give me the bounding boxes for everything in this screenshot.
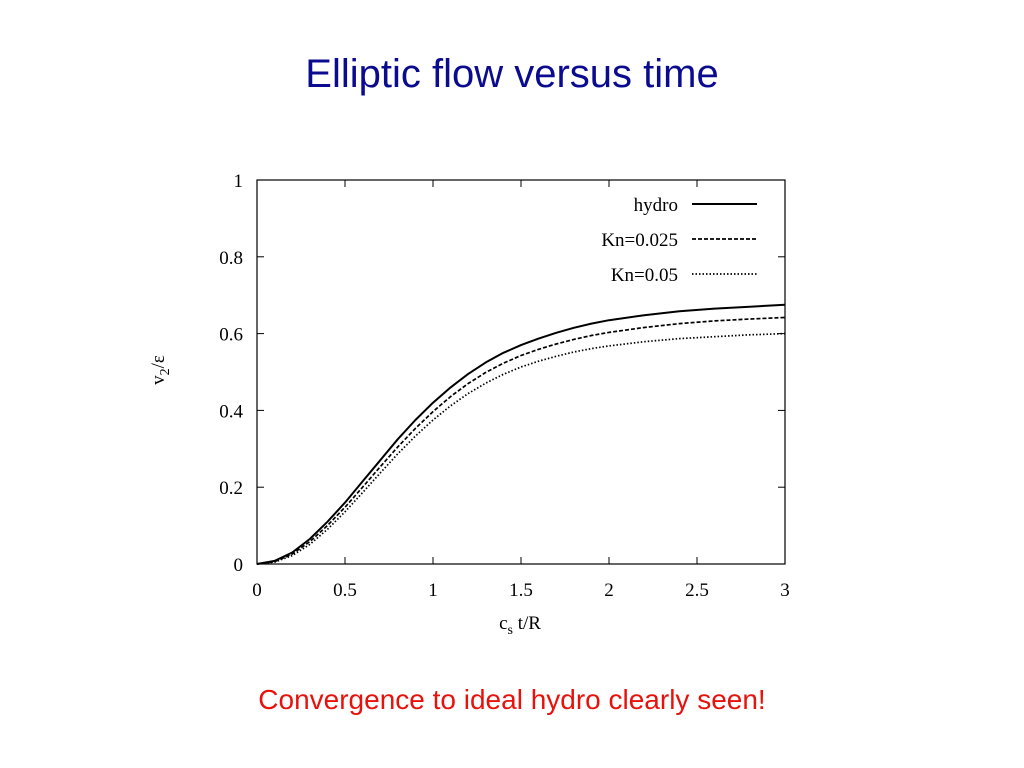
slide-title: Elliptic flow versus time (305, 52, 719, 96)
y-tick-label: 0 (234, 555, 244, 576)
x-axis-label: cs t/R (499, 613, 541, 638)
y-axis-label: v2/ε (148, 355, 173, 385)
x-tick-label: 0 (252, 580, 262, 601)
x-tick-label: 2.5 (685, 580, 709, 601)
x-tick-label: 1.5 (509, 580, 533, 601)
x-tick-label: 2 (604, 580, 614, 601)
series-line-kn-0-05 (256, 332, 786, 565)
series-line-kn-0-025 (256, 316, 786, 565)
y-tick-label: 1 (234, 171, 244, 192)
legend-label: Kn=0.05 (611, 265, 678, 286)
slide-caption: Convergence to ideal hydro clearly seen! (258, 684, 766, 715)
x-tick-label: 1 (428, 580, 438, 601)
plot-frame (256, 179, 786, 565)
legend-label: Kn=0.025 (601, 230, 678, 251)
series-line-hydro (256, 303, 786, 565)
legend-label: hydro (634, 195, 678, 216)
y-tick-label: 0.8 (219, 248, 243, 269)
y-tick-label: 0.6 (219, 325, 243, 346)
x-tick-label: 0.5 (333, 580, 357, 601)
y-tick-label: 0.4 (219, 401, 243, 422)
x-tick-label: 3 (780, 580, 790, 601)
y-tick-label: 0.2 (219, 478, 243, 499)
